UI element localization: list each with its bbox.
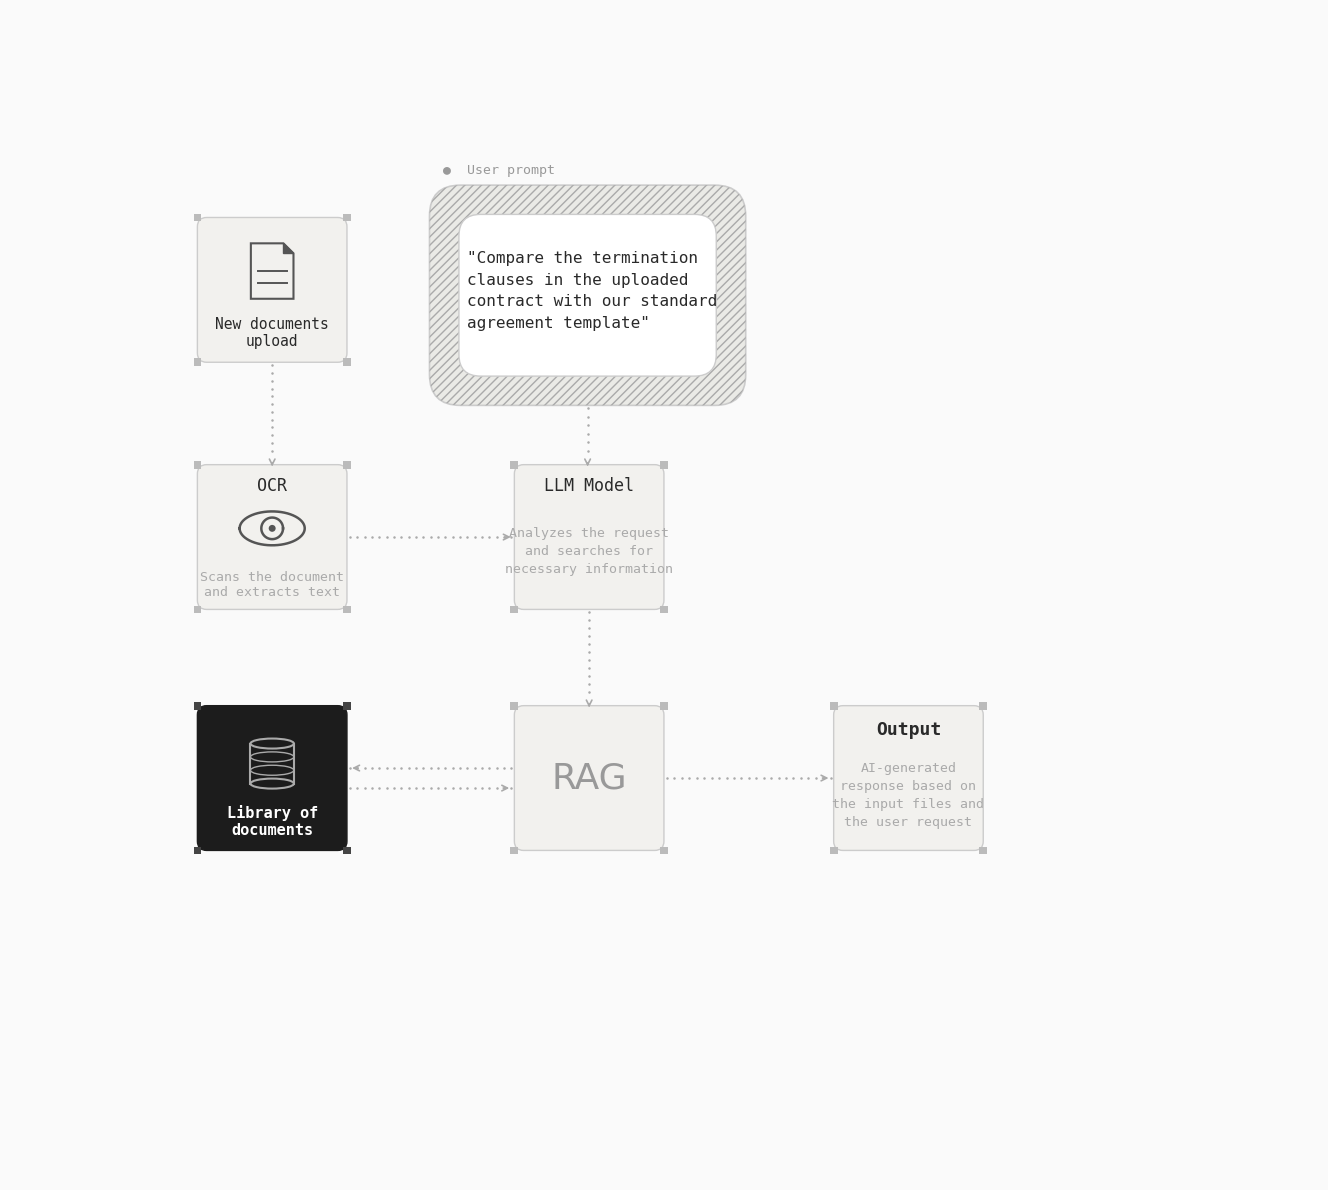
Text: LLM Model: LLM Model bbox=[544, 477, 635, 495]
Bar bbox=[660, 846, 668, 854]
FancyBboxPatch shape bbox=[198, 464, 347, 609]
Bar bbox=[343, 214, 351, 221]
Bar bbox=[194, 358, 202, 367]
Polygon shape bbox=[283, 243, 293, 253]
FancyBboxPatch shape bbox=[198, 706, 347, 851]
Polygon shape bbox=[251, 243, 293, 299]
Bar bbox=[660, 606, 668, 613]
Text: Analyzes the request
and searches for
necessary information: Analyzes the request and searches for ne… bbox=[505, 527, 673, 576]
Text: Output: Output bbox=[876, 721, 942, 739]
Bar bbox=[194, 214, 202, 221]
Bar bbox=[343, 461, 351, 469]
Bar bbox=[194, 846, 202, 854]
FancyBboxPatch shape bbox=[198, 218, 347, 362]
Bar bbox=[660, 461, 668, 469]
FancyBboxPatch shape bbox=[514, 706, 664, 851]
Bar bbox=[194, 461, 202, 469]
Text: New documents
upload: New documents upload bbox=[215, 317, 329, 350]
Bar bbox=[510, 461, 518, 469]
Bar bbox=[510, 846, 518, 854]
FancyBboxPatch shape bbox=[514, 464, 664, 609]
Text: Scans the document
and extracts text: Scans the document and extracts text bbox=[201, 571, 344, 599]
Bar bbox=[510, 702, 518, 709]
Text: "Compare the termination
clauses in the uploaded
contract with our standard
agre: "Compare the termination clauses in the … bbox=[467, 251, 717, 331]
Bar bbox=[830, 846, 838, 854]
Bar bbox=[194, 702, 202, 709]
Circle shape bbox=[268, 525, 276, 532]
Text: ●  User prompt: ● User prompt bbox=[444, 163, 555, 176]
Bar bbox=[194, 606, 202, 613]
Bar bbox=[343, 606, 351, 613]
Text: AI-generated
response based on
the input files and
the user request: AI-generated response based on the input… bbox=[833, 762, 984, 829]
Bar bbox=[979, 846, 987, 854]
Bar bbox=[343, 846, 351, 854]
Bar bbox=[343, 358, 351, 367]
FancyBboxPatch shape bbox=[429, 186, 746, 406]
Text: OCR: OCR bbox=[258, 477, 287, 495]
Bar bbox=[979, 702, 987, 709]
FancyBboxPatch shape bbox=[459, 214, 716, 376]
Text: Library of
documents: Library of documents bbox=[227, 804, 317, 838]
Text: RAG: RAG bbox=[551, 762, 627, 795]
Bar bbox=[510, 606, 518, 613]
Bar bbox=[343, 702, 351, 709]
Bar bbox=[830, 702, 838, 709]
FancyBboxPatch shape bbox=[834, 706, 983, 851]
Bar bbox=[660, 702, 668, 709]
